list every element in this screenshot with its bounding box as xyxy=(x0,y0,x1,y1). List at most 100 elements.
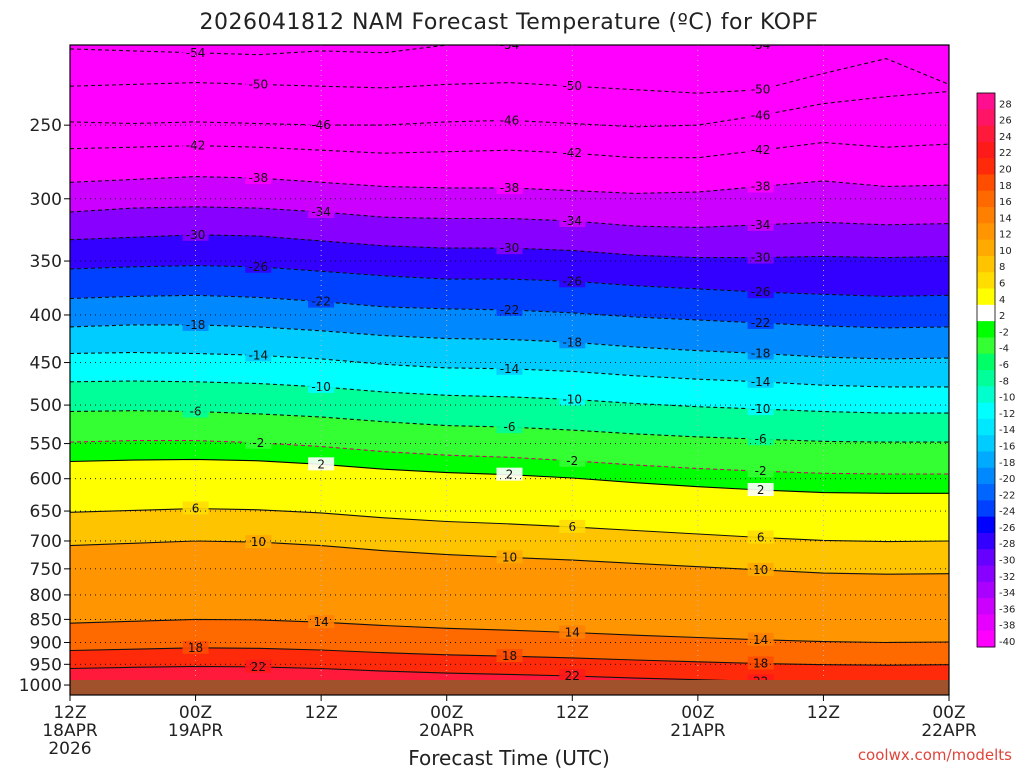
isotherm-label: -38 xyxy=(249,171,269,185)
isotherm-label: 14 xyxy=(314,615,329,629)
isotherm-label-bg xyxy=(747,45,774,51)
isotherm-label: -30 xyxy=(751,251,771,265)
x-tick-time-label: 00Z xyxy=(430,703,463,723)
isotherm-label-bg xyxy=(245,435,272,449)
colorbar-label: 26 xyxy=(999,116,1012,127)
colorbar-swatch xyxy=(977,304,995,322)
isotherm-label: -30 xyxy=(500,241,520,255)
isotherm-label-bg xyxy=(747,346,774,360)
colorbar-swatch xyxy=(977,386,995,404)
isotherm-label: -10 xyxy=(562,392,582,406)
colorbar-label: -32 xyxy=(999,572,1015,583)
y-tick-label: 1000 xyxy=(19,676,62,696)
isotherm-label: 2 xyxy=(757,483,765,497)
isotherm-label: -18 xyxy=(562,335,582,349)
isotherm-label-bg xyxy=(747,285,774,299)
x-tick-year-label: 2026 xyxy=(48,739,91,759)
isotherm-label: -54 xyxy=(751,38,771,52)
colorbar-label: -28 xyxy=(999,539,1015,550)
isotherm-label: 6 xyxy=(568,520,576,534)
isotherm-label: -46 xyxy=(500,113,520,127)
colorbar-label: 28 xyxy=(999,99,1012,110)
colorbar-label: -22 xyxy=(999,490,1015,501)
isotherm-label: -14 xyxy=(751,375,771,389)
x-tick-time-label: 12Z xyxy=(305,703,338,723)
colorbar-label: 4 xyxy=(999,295,1005,306)
isotherm-label-bg xyxy=(496,550,523,564)
isotherm-label: -38 xyxy=(500,181,520,195)
isotherm-label-bg xyxy=(245,171,272,185)
x-tick-time-label: 12Z xyxy=(53,703,86,723)
isotherm-label: -18 xyxy=(186,318,206,332)
x-tick-date-label: 19APR xyxy=(168,721,224,741)
y-tick-label: 400 xyxy=(30,306,62,326)
colorbar-swatch xyxy=(977,174,995,192)
isotherm-label-bg xyxy=(496,302,523,316)
isotherm-label-bg xyxy=(182,45,209,59)
x-axis-label: Forecast Time (UTC) xyxy=(408,746,610,768)
isotherm-label: -6 xyxy=(504,420,516,434)
isotherm-label: 10 xyxy=(502,550,517,564)
y-tick-label: 750 xyxy=(30,560,62,580)
isotherm-label: 18 xyxy=(753,656,768,670)
colorbar-frame xyxy=(976,92,996,648)
isotherm-label: -22 xyxy=(311,295,331,309)
colorbar-swatch xyxy=(977,370,995,387)
isotherm-label-bg xyxy=(559,392,586,406)
isotherm-label: -50 xyxy=(751,83,771,97)
isotherm-label-bg xyxy=(747,402,774,416)
isotherm-label: -26 xyxy=(751,285,771,299)
isotherm-label-bg xyxy=(245,535,272,549)
isotherm-label-bg xyxy=(747,530,774,544)
colorbar-label: 10 xyxy=(999,246,1012,257)
isotherm-label: -34 xyxy=(751,218,771,232)
isotherm-label-bg xyxy=(245,77,272,91)
colorbar-label: -18 xyxy=(999,458,1015,469)
isotherm-label: -6 xyxy=(190,404,202,418)
colorbar-label: -12 xyxy=(999,409,1015,420)
colorbar-label: 14 xyxy=(999,213,1012,224)
isotherm-label-bg xyxy=(559,519,586,533)
colorbar-swatch xyxy=(977,353,995,371)
isotherm-label-bg xyxy=(747,82,774,96)
colorbar-label: 6 xyxy=(999,279,1005,290)
colorbar-label: -2 xyxy=(999,327,1009,338)
isotherm-label: -26 xyxy=(562,274,582,288)
colorbar-label: -16 xyxy=(999,441,1015,452)
plot-frame xyxy=(69,44,950,696)
colorbar-label: -38 xyxy=(999,621,1015,632)
x-tick-date-label: 21APR xyxy=(670,721,726,741)
colorbar-label: -26 xyxy=(999,523,1015,534)
isotherm-label: 10 xyxy=(251,535,266,549)
isotherm-label: 6 xyxy=(192,502,200,516)
colorbar-swatch xyxy=(977,93,995,110)
isotherm-line xyxy=(70,508,949,543)
terrain-ground-band xyxy=(70,680,949,695)
x-tick-time-label: 12Z xyxy=(807,703,840,723)
x-tick-date-label: 18APR xyxy=(42,721,98,741)
isotherm-label-bg xyxy=(747,464,774,478)
y-tick-label: 950 xyxy=(30,655,62,675)
colorbar-swatch xyxy=(977,451,995,469)
x-tick-time-label: 00Z xyxy=(932,703,965,723)
isotherm-label-bg xyxy=(308,294,335,308)
colorbar-swatch xyxy=(977,272,995,290)
isotherm-label-bg xyxy=(747,632,774,646)
isotherm-label-bg xyxy=(245,348,272,362)
isotherm-label: -2 xyxy=(252,436,264,450)
colorbar-label: -36 xyxy=(999,604,1015,615)
isotherm-label: -22 xyxy=(500,303,520,317)
isotherm-label: -38 xyxy=(751,179,771,193)
colorbar-swatch xyxy=(977,581,995,599)
isotherm-label: 18 xyxy=(502,649,517,663)
colorbar-swatch xyxy=(977,435,995,452)
isotherm-label-bg xyxy=(747,656,774,670)
isotherm-label-bg xyxy=(182,501,209,515)
isotherm-label: -54 xyxy=(500,38,520,52)
y-tick-label: 850 xyxy=(30,610,62,630)
colorbar-label: 2 xyxy=(999,311,1005,322)
colorbar-label: 18 xyxy=(999,181,1012,192)
colorbar-swatch xyxy=(977,141,995,159)
colorbar-swatch xyxy=(977,402,995,420)
isotherm-label-bg xyxy=(747,483,774,497)
